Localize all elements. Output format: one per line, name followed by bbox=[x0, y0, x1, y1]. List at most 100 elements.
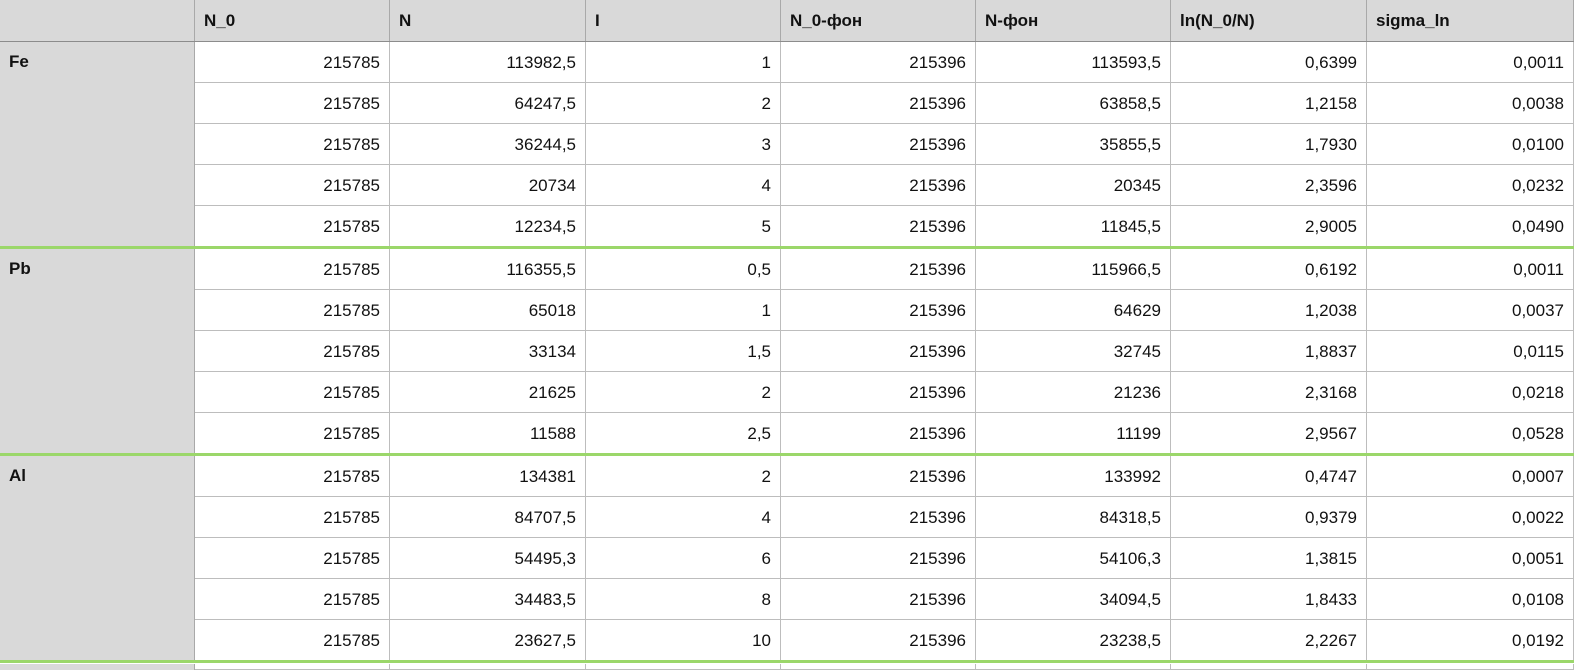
table-cell[interactable]: 64629 bbox=[976, 290, 1171, 331]
table-cell[interactable]: 215396 bbox=[781, 538, 976, 579]
column-header-5[interactable]: N-фон bbox=[976, 0, 1171, 41]
table-cell[interactable]: 23627,5 bbox=[390, 620, 586, 661]
table-cell[interactable]: 215396 bbox=[781, 206, 976, 247]
column-header-6[interactable]: ln(N_0/N) bbox=[1171, 0, 1367, 41]
table-cell[interactable]: 0,0011 bbox=[1367, 42, 1574, 83]
table-cell[interactable]: 0,0528 bbox=[1367, 413, 1574, 454]
table-cell[interactable]: 215785 bbox=[195, 249, 390, 290]
corner-header-cell[interactable] bbox=[0, 0, 195, 41]
table-cell[interactable]: 0,0192 bbox=[1367, 620, 1574, 661]
table-cell[interactable]: 11845,5 bbox=[976, 206, 1171, 247]
table-cell[interactable]: 21625 bbox=[390, 372, 586, 413]
table-cell[interactable]: 35855,5 bbox=[976, 124, 1171, 165]
table-cell[interactable]: 11588 bbox=[390, 413, 586, 454]
table-cell[interactable]: 116355,5 bbox=[390, 249, 586, 290]
group-label-cell[interactable] bbox=[0, 664, 195, 670]
table-cell[interactable]: 1,7930 bbox=[1171, 124, 1367, 165]
table-cell[interactable] bbox=[1171, 664, 1367, 670]
table-cell[interactable]: 215785 bbox=[195, 413, 390, 454]
table-cell[interactable]: 215396 bbox=[781, 620, 976, 661]
table-cell[interactable]: 215785 bbox=[195, 497, 390, 538]
table-cell[interactable]: 215785 bbox=[195, 206, 390, 247]
table-cell[interactable]: 215396 bbox=[781, 497, 976, 538]
table-cell[interactable]: 215396 bbox=[781, 331, 976, 372]
table-cell[interactable]: 21236 bbox=[976, 372, 1171, 413]
table-cell[interactable]: 215785 bbox=[195, 579, 390, 620]
table-cell[interactable]: 6 bbox=[586, 538, 781, 579]
table-cell[interactable]: 2 bbox=[586, 372, 781, 413]
table-cell[interactable]: 0,6192 bbox=[1171, 249, 1367, 290]
column-header-7[interactable]: sigma_ln bbox=[1367, 0, 1574, 41]
column-header-3[interactable]: I bbox=[586, 0, 781, 41]
table-cell[interactable]: 36244,5 bbox=[390, 124, 586, 165]
table-cell[interactable]: 215785 bbox=[195, 331, 390, 372]
table-cell[interactable]: 84318,5 bbox=[976, 497, 1171, 538]
table-cell[interactable] bbox=[586, 664, 781, 670]
table-cell[interactable]: 2,3168 bbox=[1171, 372, 1367, 413]
table-cell[interactable]: 33134 bbox=[390, 331, 586, 372]
table-cell[interactable]: 215396 bbox=[781, 290, 976, 331]
table-cell[interactable]: 1 bbox=[586, 290, 781, 331]
table-cell[interactable]: 215396 bbox=[781, 83, 976, 124]
table-cell[interactable]: 0,0011 bbox=[1367, 249, 1574, 290]
table-cell[interactable]: 0,0038 bbox=[1367, 83, 1574, 124]
table-cell[interactable]: 11199 bbox=[976, 413, 1171, 454]
table-cell[interactable]: 20734 bbox=[390, 165, 586, 206]
table-cell[interactable]: 215396 bbox=[781, 124, 976, 165]
table-cell[interactable]: 0,4747 bbox=[1171, 456, 1367, 497]
table-cell[interactable]: 134381 bbox=[390, 456, 586, 497]
table-cell[interactable]: 63858,5 bbox=[976, 83, 1171, 124]
table-cell[interactable]: 0,0115 bbox=[1367, 331, 1574, 372]
table-cell[interactable]: 20345 bbox=[976, 165, 1171, 206]
column-header-4[interactable]: N_0-фон bbox=[781, 0, 976, 41]
table-cell[interactable]: 0,9379 bbox=[1171, 497, 1367, 538]
table-cell[interactable]: 215785 bbox=[195, 456, 390, 497]
table-cell[interactable]: 8 bbox=[586, 579, 781, 620]
table-cell[interactable]: 0,0007 bbox=[1367, 456, 1574, 497]
table-cell[interactable]: 215785 bbox=[195, 83, 390, 124]
table-cell[interactable]: 2 bbox=[586, 456, 781, 497]
table-cell[interactable]: 1,3815 bbox=[1171, 538, 1367, 579]
table-cell[interactable]: 0,0108 bbox=[1367, 579, 1574, 620]
group-label-cell[interactable]: Fe bbox=[0, 42, 195, 247]
table-cell[interactable]: 215785 bbox=[195, 620, 390, 661]
table-cell[interactable]: 0,0232 bbox=[1367, 165, 1574, 206]
table-cell[interactable]: 0,0022 bbox=[1367, 497, 1574, 538]
table-cell[interactable]: 215785 bbox=[195, 372, 390, 413]
table-cell[interactable]: 215785 bbox=[195, 165, 390, 206]
table-cell[interactable]: 2,5 bbox=[586, 413, 781, 454]
table-cell[interactable]: 65018 bbox=[390, 290, 586, 331]
table-cell[interactable]: 215396 bbox=[781, 579, 976, 620]
table-cell[interactable]: 215785 bbox=[195, 124, 390, 165]
table-cell[interactable]: 115966,5 bbox=[976, 249, 1171, 290]
table-cell[interactable]: 1,5 bbox=[586, 331, 781, 372]
table-cell[interactable]: 113593,5 bbox=[976, 42, 1171, 83]
table-cell[interactable] bbox=[976, 664, 1171, 670]
table-cell[interactable]: 2 bbox=[586, 83, 781, 124]
table-cell[interactable]: 0,0037 bbox=[1367, 290, 1574, 331]
table-cell[interactable]: 23238,5 bbox=[976, 620, 1171, 661]
table-cell[interactable]: 2,3596 bbox=[1171, 165, 1367, 206]
table-cell[interactable]: 1,2038 bbox=[1171, 290, 1367, 331]
table-cell[interactable]: 54495,3 bbox=[390, 538, 586, 579]
table-cell[interactable]: 10 bbox=[586, 620, 781, 661]
table-cell[interactable]: 64247,5 bbox=[390, 83, 586, 124]
table-cell[interactable]: 2,9005 bbox=[1171, 206, 1367, 247]
table-cell[interactable]: 0,0490 bbox=[1367, 206, 1574, 247]
table-cell[interactable]: 0,5 bbox=[586, 249, 781, 290]
table-cell[interactable]: 4 bbox=[586, 497, 781, 538]
table-cell[interactable]: 2,2267 bbox=[1171, 620, 1367, 661]
table-cell[interactable]: 215396 bbox=[781, 413, 976, 454]
table-cell[interactable] bbox=[781, 664, 976, 670]
table-cell[interactable]: 1,2158 bbox=[1171, 83, 1367, 124]
table-cell[interactable] bbox=[390, 664, 586, 670]
group-label-cell[interactable]: Pb bbox=[0, 249, 195, 454]
table-cell[interactable]: 3 bbox=[586, 124, 781, 165]
table-cell[interactable]: 12234,5 bbox=[390, 206, 586, 247]
table-cell[interactable]: 32745 bbox=[976, 331, 1171, 372]
table-cell[interactable]: 54106,3 bbox=[976, 538, 1171, 579]
table-cell[interactable]: 0,0218 bbox=[1367, 372, 1574, 413]
table-cell[interactable]: 4 bbox=[586, 165, 781, 206]
table-cell[interactable] bbox=[195, 664, 390, 670]
table-cell[interactable]: 215396 bbox=[781, 42, 976, 83]
